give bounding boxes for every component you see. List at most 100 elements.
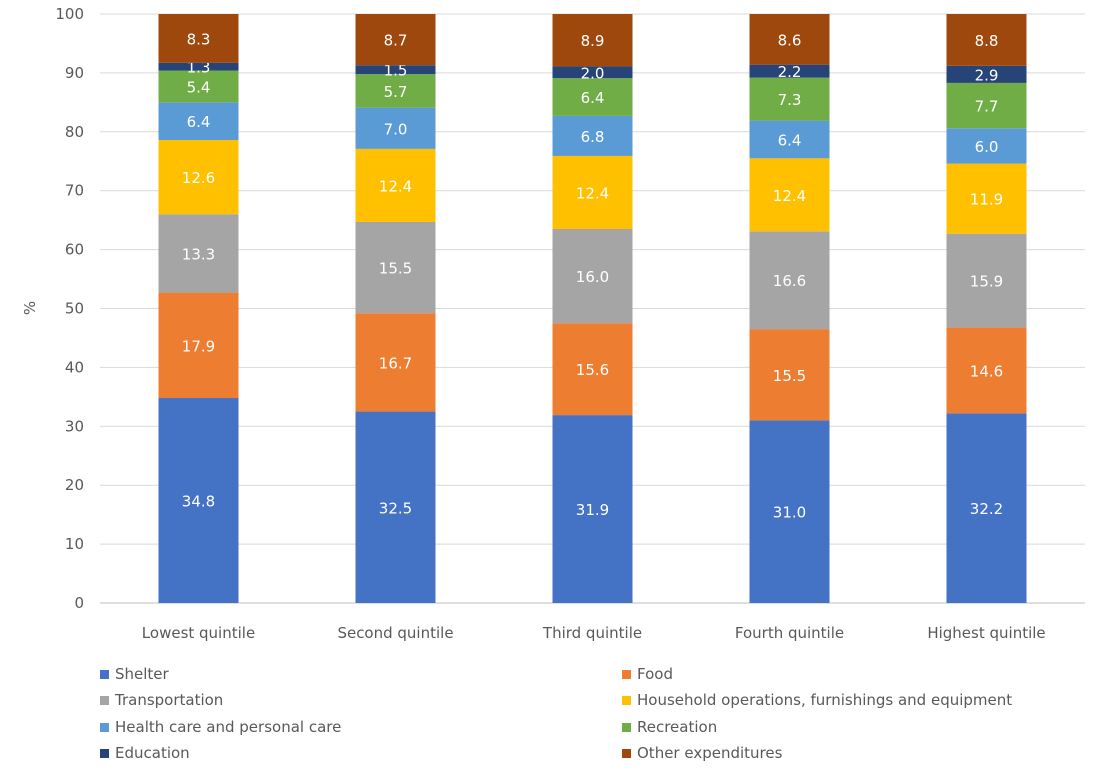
bar-segment — [552, 14, 633, 67]
bar-segment — [158, 398, 239, 603]
bar-segment — [355, 14, 436, 66]
legend-swatch — [100, 670, 109, 679]
legend-item: Other expenditures — [622, 744, 783, 762]
data-label: 8.6 — [778, 31, 802, 49]
x-axis-ticks: Lowest quintile Second quintile Third quin… — [142, 624, 1046, 642]
bar-segment — [946, 327, 1027, 414]
y-tick-label: 70 — [65, 182, 84, 200]
data-label: 2.0 — [581, 64, 605, 82]
data-label: 34.8 — [182, 493, 215, 511]
bar-segment — [355, 313, 436, 412]
legend-item: Shelter — [100, 665, 170, 683]
y-tick-label: 100 — [55, 5, 84, 23]
legend-item: Recreation — [622, 718, 717, 736]
data-label: 1.3 — [187, 59, 211, 77]
bar-segment — [552, 228, 633, 324]
y-tick-label: 50 — [65, 300, 84, 318]
data-label: 7.3 — [778, 91, 802, 109]
data-label: 32.2 — [970, 500, 1003, 518]
x-tick-label: Lowest quintile — [142, 624, 255, 642]
data-label: 2.2 — [778, 63, 802, 81]
x-tick-label: Third quintile — [542, 624, 642, 642]
data-label: 12.4 — [576, 184, 609, 202]
data-label: 31.0 — [773, 504, 806, 522]
bar-segment — [355, 74, 436, 108]
x-tick-label: Highest quintile — [927, 624, 1045, 642]
bar-segment — [749, 120, 830, 159]
bar-segment — [355, 148, 436, 222]
legend-label: Health care and personal care — [115, 718, 341, 736]
bar-segment — [946, 413, 1027, 603]
legend-swatch — [622, 723, 631, 732]
bar-segment — [749, 77, 830, 121]
legend-swatch — [622, 749, 631, 758]
y-tick-label: 60 — [65, 241, 84, 259]
legend-label: Education — [115, 744, 190, 762]
legend-item: Food — [622, 665, 673, 683]
legend-item: Health care and personal care — [100, 718, 341, 736]
data-label: 6.4 — [187, 113, 211, 131]
data-label: 11.9 — [970, 191, 1003, 209]
bar-segment — [946, 82, 1027, 129]
legend-label: Transportation — [114, 691, 223, 709]
bar-segment — [552, 115, 633, 156]
bar-segment — [749, 420, 830, 603]
bar-segment — [158, 292, 239, 399]
data-label: 15.5 — [379, 260, 412, 278]
data-label: 12.4 — [379, 177, 412, 195]
legend: Shelter Food Transportation Household opera… — [100, 665, 1012, 762]
y-tick-label: 20 — [65, 476, 84, 494]
y-tick-label: 0 — [74, 594, 84, 612]
bar-segment — [158, 102, 239, 141]
bar-segment — [749, 231, 830, 330]
bar-segment — [946, 65, 1027, 83]
data-label: 12.4 — [773, 187, 806, 205]
bar-segment — [749, 158, 830, 232]
y-tick-label: 10 — [65, 535, 84, 553]
data-label: 5.7 — [384, 83, 408, 101]
legend-item: Education — [100, 744, 190, 762]
bar-segment — [552, 323, 633, 416]
data-label: 8.8 — [975, 32, 999, 50]
data-label: 6.4 — [581, 89, 605, 107]
y-tick-label: 30 — [65, 417, 84, 435]
bar-segment — [355, 411, 436, 603]
bar-segment — [552, 66, 633, 79]
legend-swatch — [100, 749, 109, 758]
bar-segment — [946, 14, 1027, 66]
legend-swatch — [622, 670, 631, 679]
bar-segment — [158, 70, 239, 103]
data-label: 14.6 — [970, 362, 1003, 380]
legend-item: Household operations, furnishings and eq… — [622, 691, 1012, 709]
data-label: 16.0 — [576, 268, 609, 286]
bar-segment — [355, 65, 436, 75]
data-label: 6.0 — [975, 138, 999, 156]
bar-segment — [158, 214, 239, 293]
legend-item: Transportation — [100, 691, 223, 709]
data-label: 12.6 — [182, 169, 215, 187]
legend-swatch — [100, 723, 109, 732]
data-label: 15.9 — [970, 273, 1003, 291]
bar-segment — [749, 14, 830, 65]
bar-segment — [552, 155, 633, 229]
bar-segment — [552, 415, 633, 603]
data-label: 16.6 — [773, 272, 806, 290]
bar-segment — [355, 221, 436, 314]
y-axis-label: % — [21, 301, 39, 315]
data-label: 15.6 — [576, 361, 609, 379]
data-label: 6.4 — [778, 131, 802, 149]
data-label: 13.3 — [182, 245, 215, 263]
legend-label: Shelter — [115, 665, 170, 683]
y-tick-label: 80 — [65, 123, 84, 141]
legend-label: Food — [637, 665, 673, 683]
y-tick-label: 40 — [65, 358, 84, 376]
legend-label: Other expenditures — [637, 744, 783, 762]
legend-swatch — [622, 696, 631, 705]
data-label: 8.7 — [384, 32, 408, 50]
bar-segment — [552, 78, 633, 116]
data-label: 31.9 — [576, 501, 609, 519]
bar-segment — [158, 140, 239, 215]
data-label: 7.0 — [384, 120, 408, 138]
data-label: 2.9 — [975, 66, 999, 84]
